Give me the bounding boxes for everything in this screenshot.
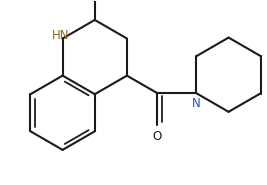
Text: O: O: [153, 130, 162, 142]
Text: N: N: [192, 97, 201, 110]
Text: HN: HN: [52, 29, 69, 42]
